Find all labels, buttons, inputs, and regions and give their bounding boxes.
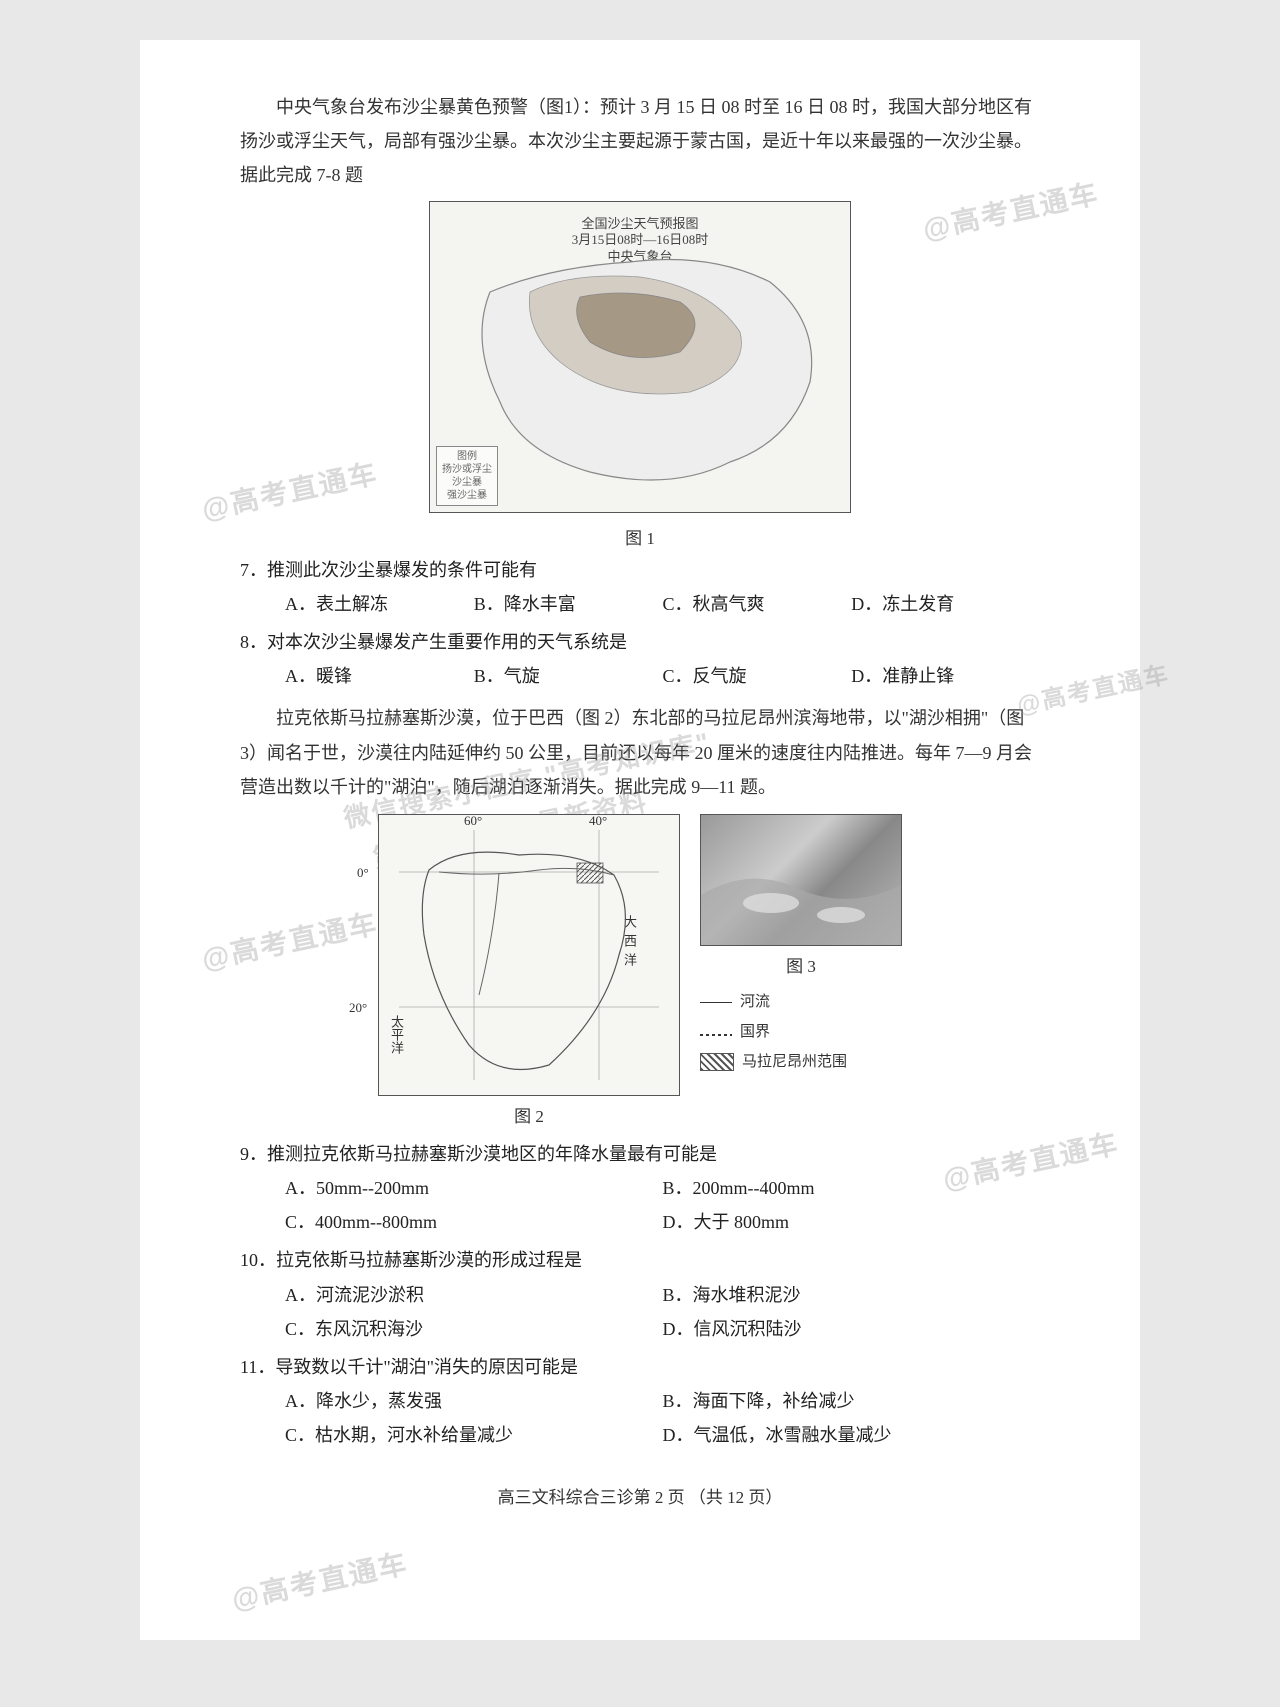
q8-opt-b: B．气旋: [474, 659, 663, 693]
q7-opt-d: D．冻土发育: [851, 587, 1040, 621]
passage-2: 拉克依斯马拉赫塞斯沙漠，位于巴西（图 2）东北部的马拉尼昂州滨海地带，以"湖沙相…: [240, 701, 1040, 804]
q10-opt-a: A．河流泥沙淤积: [285, 1278, 663, 1312]
fig2-lat-20: 20°: [349, 1000, 367, 1016]
hatch-symbol: [700, 1053, 734, 1071]
legend-border: 国界: [700, 1017, 902, 1047]
legend-river-label: 河流: [740, 987, 770, 1017]
q11-opt-c: C．枯水期，河水补给量减少: [285, 1418, 663, 1452]
figure-2-map: 60° 40° 0° 20° 太平洋 大西洋: [378, 814, 680, 1096]
figure-1-wrap: 全国沙尘天气预报图 3月15日08时—16日08时 中央气象台 图例 扬沙或浮尘…: [240, 201, 1040, 549]
q7-opt-c: C．秋高气爽: [663, 587, 852, 621]
fig1-legend-l2: 沙尘暴: [442, 476, 492, 489]
legend-river: 河流: [700, 987, 902, 1017]
river-symbol: [700, 994, 732, 1010]
q11-opt-b: B．海面下降，补给减少: [663, 1384, 1041, 1418]
q10-options: A．河流泥沙淤积 B．海水堆积泥沙 C．东风沉积海沙 D．信风沉积陆沙: [240, 1278, 1040, 1346]
figure-3-photo: [700, 814, 902, 946]
fig1-legend: 图例 扬沙或浮尘 沙尘暴 强沙尘暴: [436, 446, 498, 506]
border-symbol: [700, 1034, 732, 1036]
page-footer: 高三文科综合三诊第 2 页 （共 12 页）: [240, 1483, 1040, 1508]
q8-opt-c: C．反气旋: [663, 659, 852, 693]
dune-svg: [701, 815, 901, 945]
q7-opt-a: A．表土解冻: [285, 587, 474, 621]
legend-area-label: 马拉尼昂州范围: [742, 1047, 847, 1077]
question-8: 8．对本次沙尘暴爆发产生重要作用的天气系统是: [240, 625, 1040, 659]
passage-1: 中央气象台发布沙尘暴黄色预警（图1）：预计 3 月 15 日 08 时至 16 …: [240, 90, 1040, 193]
q9-opt-b: B．200mm--400mm: [663, 1171, 1041, 1205]
question-9: 9．推测拉克依斯马拉赫塞斯沙漠地区的年降水量最有可能是: [240, 1137, 1040, 1171]
q7-opt-b: B．降水丰富: [474, 587, 663, 621]
q9-opt-c: C．400mm--800mm: [285, 1205, 663, 1239]
q10-opt-b: B．海水堆积泥沙: [663, 1278, 1041, 1312]
q9-opt-a: A．50mm--200mm: [285, 1171, 663, 1205]
fig2-lat-0: 0°: [357, 865, 369, 881]
fig2-legend: 河流 国界 马拉尼昂州范围: [700, 987, 902, 1077]
q10-opt-c: C．东风沉积海沙: [285, 1312, 663, 1346]
q11-options: A．降水少，蒸发强 B．海面下降，补给减少 C．枯水期，河水补给量减少 D．气温…: [240, 1384, 1040, 1452]
fig1-legend-l3: 强沙尘暴: [442, 489, 492, 502]
watermark: @高考直通车: [228, 1542, 412, 1618]
figure-2-3-wrap: 60° 40° 0° 20° 太平洋 大西洋: [240, 814, 1040, 1127]
legend-area: 马拉尼昂州范围: [700, 1047, 902, 1077]
exam-page: @高考直通车 @高考直通车 @高考直通车 微信搜索小程序 "高考知识库" 第一时…: [140, 40, 1140, 1640]
q11-opt-a: A．降水少，蒸发强: [285, 1384, 663, 1418]
fig2-caption: 图 2: [378, 1102, 680, 1127]
fig1-caption: 图 1: [240, 524, 1040, 549]
q7-options: A．表土解冻 B．降水丰富 C．秋高气爽 D．冻土发育: [240, 587, 1040, 621]
q8-options: A．暖锋 B．气旋 C．反气旋 D．准静止锋: [240, 659, 1040, 693]
q8-opt-a: A．暖锋: [285, 659, 474, 693]
figure-2-block: 60° 40° 0° 20° 太平洋 大西洋: [378, 814, 680, 1127]
question-10: 10．拉克依斯马拉赫塞斯沙漠的形成过程是: [240, 1243, 1040, 1277]
brazil-map-svg: [379, 815, 679, 1095]
legend-border-label: 国界: [740, 1017, 770, 1047]
q11-opt-d: D．气温低，冰雪融水量减少: [663, 1418, 1041, 1452]
fig1-legend-l1: 扬沙或浮尘: [442, 463, 492, 476]
figure-3-and-legend: 图 3 河流 国界 马拉尼昂州范围: [700, 814, 902, 1077]
q9-opt-d: D．大于 800mm: [663, 1205, 1041, 1239]
q9-options: A．50mm--200mm B．200mm--400mm C．400mm--80…: [240, 1171, 1040, 1239]
question-11: 11．导致数以千计"湖泊"消失的原因可能是: [240, 1350, 1040, 1384]
fig1-legend-title: 图例: [442, 450, 492, 463]
question-7: 7．推测此次沙尘暴爆发的条件可能有: [240, 553, 1040, 587]
fig3-caption: 图 3: [700, 952, 902, 977]
q8-opt-d: D．准静止锋: [851, 659, 1040, 693]
figure-1-map: 全国沙尘天气预报图 3月15日08时—16日08时 中央气象台 图例 扬沙或浮尘…: [429, 201, 851, 513]
q10-opt-d: D．信风沉积陆沙: [663, 1312, 1041, 1346]
